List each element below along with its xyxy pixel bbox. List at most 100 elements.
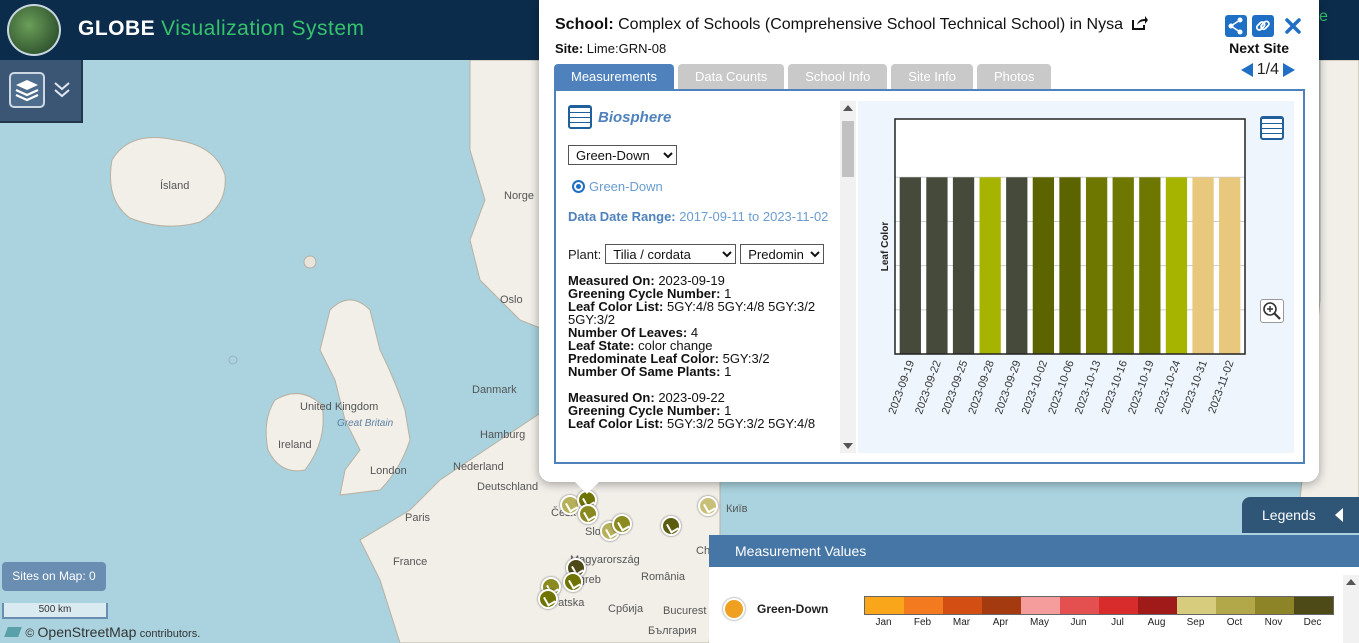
leaf-attribute-select[interactable]: Predomina — [740, 244, 825, 264]
radio-selected-icon[interactable] — [572, 180, 585, 193]
tab-measurements[interactable]: Measurements — [554, 64, 674, 89]
copy-link-button[interactable] — [1252, 15, 1274, 37]
layers-button[interactable] — [9, 72, 45, 108]
scroll-down-arrow-icon[interactable] — [843, 443, 853, 449]
legend-swatch — [1099, 597, 1138, 614]
x-tick-label: 2023-09-25 — [940, 359, 971, 416]
bar[interactable] — [899, 177, 921, 354]
legend-swatch — [1294, 597, 1333, 614]
x-tick-label: 2023-10-31 — [1179, 359, 1210, 416]
expand-toolbar-button[interactable] — [52, 78, 72, 102]
bar[interactable] — [1059, 177, 1081, 354]
bar[interactable] — [1192, 177, 1214, 354]
bar[interactable] — [1032, 177, 1055, 354]
close-button[interactable] — [1282, 15, 1304, 37]
legend-month-label: Nov — [1264, 617, 1283, 628]
y-axis-label: Leaf Color — [880, 222, 891, 272]
scroll-up-arrow-icon[interactable] — [843, 105, 853, 111]
bar[interactable] — [1006, 177, 1028, 354]
share-icon — [1225, 15, 1247, 37]
x-tick-label: 2023-09-19 — [887, 359, 918, 416]
measurement-details[interactable]: Biosphere Green-Down Green-Down Data Dat… — [568, 101, 838, 453]
x-tick-label: 2023-09-28 — [966, 359, 997, 416]
map-label-nederland: Nederland — [453, 461, 504, 473]
next-site-label: Next Site — [1229, 40, 1289, 56]
legend-swatch — [865, 597, 904, 614]
map-label-ireland: Ireland — [278, 439, 312, 451]
x-tick-label: 2023-10-24 — [1153, 359, 1184, 416]
site-pager: 1/4 — [1240, 61, 1295, 79]
zoom-in-icon — [1263, 302, 1281, 320]
legends-toggle-button[interactable]: Legends — [1242, 497, 1359, 533]
legend-scrollbar[interactable] — [1343, 575, 1359, 643]
site-id: Site: Lime:GRN-08 — [555, 41, 667, 56]
chart-table-icon[interactable] — [1260, 116, 1284, 140]
bar[interactable] — [926, 177, 948, 354]
tab-photos[interactable]: Photos — [977, 64, 1052, 89]
tab-site-info[interactable]: Site Info — [891, 64, 973, 89]
bar[interactable] — [979, 177, 1001, 354]
map-label-france: France — [393, 556, 428, 568]
site-marker[interactable] — [538, 589, 558, 609]
plant-select[interactable]: Tilia / cordata — [605, 244, 737, 264]
protocol-radio[interactable]: Green-Down — [572, 179, 838, 194]
globe-logo-icon[interactable] — [7, 4, 61, 56]
map-label-london: London — [370, 465, 407, 477]
map-label-ch: Ch — [696, 545, 711, 557]
legend-month-label: Jun — [1070, 617, 1087, 628]
school-title: School: Complex of Schools (Comprehensiv… — [555, 15, 1149, 34]
bar[interactable] — [1085, 177, 1108, 354]
site-marker[interactable] — [578, 504, 598, 524]
bar-chart: 2023-09-192023-09-222023-09-252023-09-28… — [880, 118, 1246, 416]
next-site-arrow-icon[interactable] — [1283, 63, 1295, 77]
popup-tabs: Measurements Data Counts School Info Sit… — [554, 64, 1052, 89]
previous-site-arrow-icon[interactable] — [1240, 63, 1253, 77]
site-marker[interactable] — [612, 514, 632, 534]
map-label-srbija: Србија — [608, 603, 644, 615]
legend-month-label: Feb — [913, 617, 932, 628]
tab-data-counts[interactable]: Data Counts — [677, 64, 785, 89]
bar[interactable] — [1112, 177, 1134, 354]
legend-month-label: May — [1030, 617, 1049, 628]
osm-link[interactable]: OpenStreetMap — [37, 624, 137, 640]
site-marker[interactable] — [661, 516, 681, 536]
scroll-thumb[interactable] — [842, 121, 854, 177]
pager-count: 1/4 — [1256, 61, 1279, 78]
map-label-oslo: Oslo — [500, 294, 523, 306]
measurement-record: Measured On: 2023-09-19 Greening Cycle N… — [568, 273, 816, 379]
bar[interactable] — [1139, 177, 1161, 354]
table-icon[interactable] — [568, 105, 592, 129]
map-label-norge: Norge — [504, 190, 534, 202]
site-marker[interactable] — [563, 572, 583, 592]
bar[interactable] — [1165, 177, 1188, 354]
legend-month-label: Jul — [1111, 617, 1124, 628]
legend-month-label: Aug — [1147, 617, 1166, 628]
leaf-color-chart: 2023-09-19 2023-09-22 2023-09-25 2023-09-28… — [858, 101, 1294, 453]
protocol-select[interactable]: Green-Down — [568, 145, 677, 165]
map-scale: 500 km — [2, 603, 108, 619]
legend-panel: Measurement Values Green-Down Jan Feb Mar A… — [709, 535, 1359, 643]
bar[interactable] — [952, 177, 975, 354]
legend-title: Measurement Values — [709, 535, 1359, 567]
bar[interactable] — [1219, 177, 1241, 354]
app-title: GLOBE Visualization System — [78, 17, 365, 40]
x-tick-label: 2023-10-06 — [1046, 359, 1077, 416]
double-chevron-down-icon — [54, 82, 70, 98]
legend-month-label: Mar — [952, 617, 971, 628]
site-popup: School: Complex of Schools (Comprehensiv… — [539, 0, 1319, 482]
x-tick-label: 2023-10-16 — [1100, 359, 1131, 416]
measurements-panel: Biosphere Green-Down Green-Down Data Dat… — [554, 89, 1305, 464]
external-link-icon[interactable] — [1131, 15, 1149, 31]
map-label-magyarorszag: Magyarország — [570, 554, 640, 566]
legend-swatch — [1177, 597, 1216, 614]
tab-school-info[interactable]: School Info — [788, 64, 888, 89]
scroll-up-arrow-icon[interactable] — [1346, 579, 1356, 585]
legend-swatch — [1255, 597, 1294, 614]
details-scrollbar[interactable] — [840, 101, 856, 453]
zoom-button[interactable] — [1260, 299, 1284, 323]
site-marker[interactable] — [698, 496, 718, 516]
legend-swatch — [943, 597, 982, 614]
map-label-bulgaria: България — [648, 625, 697, 637]
share-button[interactable] — [1225, 15, 1247, 37]
map-label-kyiv: Київ — [726, 503, 748, 515]
